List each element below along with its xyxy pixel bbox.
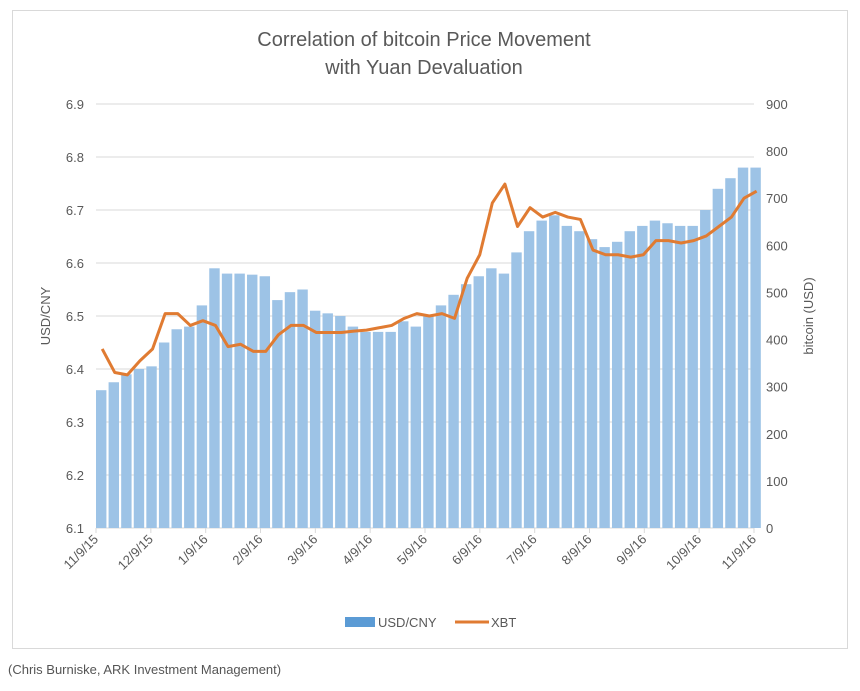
- bar-usd-cny: [297, 289, 308, 528]
- bar-usd-cny: [398, 321, 409, 528]
- bar-usd-cny: [247, 274, 258, 528]
- bar-usd-cny: [221, 273, 233, 528]
- bar-usd-cny: [234, 273, 245, 528]
- bar-usd-cny: [737, 167, 749, 528]
- bar-usd-cny: [435, 305, 447, 528]
- bar-usd-cny: [536, 220, 547, 528]
- y-tick-label-right: 100: [766, 474, 788, 489]
- bar-usd-cny: [335, 316, 346, 528]
- x-tick-label: 3/9/16: [284, 532, 320, 568]
- bar-usd-cny: [561, 225, 573, 528]
- y-tick-label-right: 500: [766, 285, 788, 300]
- y-tick-label-left: 6.5: [66, 309, 84, 324]
- bar-usd-cny: [486, 268, 497, 528]
- x-tick-label: 1/9/16: [175, 532, 211, 568]
- y-tick-label-right: 300: [766, 380, 788, 395]
- bar-usd-cny: [712, 188, 724, 529]
- bar-usd-cny: [272, 300, 283, 528]
- chart-title-line-1: Correlation of bitcoin Price Movement: [257, 29, 591, 51]
- bar-usd-cny: [649, 220, 661, 528]
- y-tick-label-left: 6.2: [66, 468, 84, 483]
- y-axis-label-right: bitcoin (USD): [801, 277, 816, 354]
- bar-usd-cny: [347, 326, 359, 528]
- bar-usd-cny: [410, 326, 422, 528]
- bar-usd-cny: [511, 252, 522, 528]
- bar-usd-cny: [146, 366, 157, 528]
- bar-usd-cny: [674, 225, 686, 528]
- bar-usd-cny: [284, 292, 296, 528]
- x-tick-label: 7/9/16: [504, 532, 540, 568]
- bar-usd-cny: [687, 225, 698, 528]
- bar-usd-cny: [498, 273, 510, 528]
- x-tick-label: 12/9/15: [115, 532, 156, 573]
- bar-usd-cny: [322, 313, 333, 528]
- y-axis-label-left: USD/CNY: [38, 286, 53, 345]
- x-tick-label: 5/9/16: [394, 532, 430, 568]
- bar-usd-cny: [624, 231, 635, 528]
- bar-usd-cny: [96, 390, 107, 528]
- bar-usd-cny: [423, 316, 434, 528]
- y-tick-label-left: 6.1: [66, 521, 84, 536]
- chart-frame: [12, 10, 848, 649]
- bar-usd-cny: [599, 247, 610, 528]
- bar-usd-cny: [184, 326, 195, 528]
- bar-usd-cny: [158, 342, 170, 528]
- bar-usd-cny: [309, 310, 321, 528]
- bar-usd-cny: [549, 215, 560, 529]
- x-tick-label: 9/9/16: [613, 532, 649, 568]
- bar-usd-cny: [108, 382, 119, 528]
- bar-usd-cny: [209, 268, 220, 528]
- y-tick-label-left: 6.4: [66, 362, 84, 377]
- bar-usd-cny: [196, 305, 208, 528]
- y-tick-label-right: 0: [766, 521, 773, 536]
- bar-usd-cny: [700, 210, 711, 528]
- bar-usd-cny: [360, 331, 371, 528]
- chart-title-line-2: with Yuan Devaluation: [324, 57, 523, 79]
- x-tick-label: 8/9/16: [558, 532, 594, 568]
- bar-usd-cny: [385, 331, 396, 528]
- bar-usd-cny: [574, 231, 585, 528]
- bar-usd-cny: [637, 225, 648, 528]
- bar-usd-cny: [171, 329, 182, 528]
- bar-usd-cny: [121, 374, 132, 528]
- y-tick-label-left: 6.3: [66, 415, 84, 430]
- y-tick-label-left: 6.6: [66, 256, 84, 271]
- legend-label-usd-cny: USD/CNY: [378, 615, 437, 630]
- y-tick-label-left: 6.7: [66, 203, 84, 218]
- bar-usd-cny: [133, 369, 145, 528]
- x-tick-label: 11/9/15: [61, 532, 102, 573]
- legend-swatch-usd-cny: [345, 617, 375, 627]
- legend-label-xbt: XBT: [491, 615, 516, 630]
- y-tick-label-left: 6.9: [66, 97, 84, 112]
- y-tick-label-left: 6.8: [66, 150, 84, 165]
- y-tick-label-right: 800: [766, 144, 788, 159]
- bar-usd-cny: [372, 331, 384, 528]
- bar-usd-cny: [448, 294, 459, 528]
- bar-usd-cny: [523, 231, 535, 528]
- legend: USD/CNY XBT: [345, 615, 516, 630]
- y-tick-label-right: 700: [766, 191, 788, 206]
- bar-usd-cny: [662, 223, 673, 528]
- bar-usd-cny: [586, 239, 598, 528]
- source-caption: (Chris Burniske, ARK Investment Manageme…: [8, 662, 282, 677]
- x-tick-label: 6/9/16: [449, 532, 485, 568]
- y-tick-label-right: 600: [766, 238, 788, 253]
- bar-usd-cny: [725, 178, 736, 528]
- x-tick-label: 10/9/16: [663, 532, 704, 573]
- bar-usd-cny: [473, 276, 484, 528]
- bar-usd-cny: [259, 276, 271, 528]
- x-tick-label: 2/9/16: [229, 532, 265, 568]
- y-tick-label-right: 400: [766, 333, 788, 348]
- bar-usd-cny: [460, 284, 472, 528]
- x-tick-label: 4/9/16: [339, 532, 375, 568]
- y-tick-label-right: 200: [766, 427, 788, 442]
- bar-usd-cny: [750, 167, 761, 528]
- x-tick-label: 11/9/16: [719, 532, 760, 573]
- bar-usd-cny: [611, 241, 623, 529]
- y-tick-label-right: 900: [766, 97, 788, 112]
